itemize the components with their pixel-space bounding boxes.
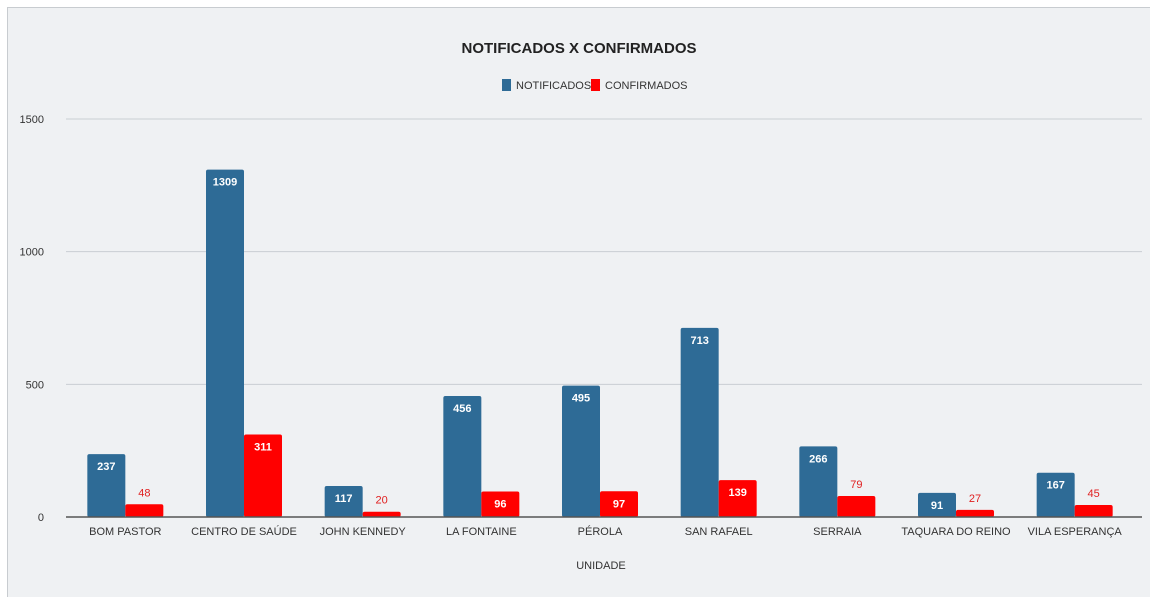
bar-confirmados — [125, 504, 164, 517]
bar-notificados — [443, 396, 482, 517]
x-tick-label: VILA ESPERANÇA — [1028, 526, 1123, 538]
bar-confirmados — [1074, 505, 1113, 517]
x-tick-label: CENTRO DE SAÚDE — [191, 525, 297, 538]
bar-notificados — [680, 327, 719, 517]
data-label: 20 — [376, 495, 388, 507]
data-label: 713 — [690, 335, 708, 347]
y-tick-label: 1500 — [20, 114, 44, 126]
data-label: 79 — [850, 479, 862, 491]
grid-lines — [66, 118, 1142, 385]
legend-swatch-2 — [591, 79, 600, 91]
x-tick-label: TAQUARA DO REINO — [901, 526, 1011, 538]
y-axis: 0 500 1000 1500 — [20, 114, 44, 524]
legend-label-2: CONFIRMADOS — [605, 80, 688, 92]
data-label: 311 — [254, 441, 272, 453]
data-label: 27 — [969, 493, 981, 505]
data-label: 1309 — [213, 177, 237, 189]
bar-confirmados — [600, 491, 638, 517]
bar-confirmados — [481, 491, 520, 517]
data-label: 456 — [453, 403, 471, 415]
bar-confirmados — [244, 434, 282, 517]
chart-panel: NOTIFICADOS X CONFIRMADOS NOTIFICADOS CON… — [7, 7, 1150, 597]
bar-confirmados — [837, 496, 876, 517]
bars: 237 48 1309 311 117 20 456 96 495 97 713 139 266 79 91… — [87, 169, 1113, 518]
x-tick-label: SERRAIA — [813, 526, 862, 538]
chart-legend: NOTIFICADOS CONFIRMADOS — [502, 79, 688, 92]
y-tick-label: 0 — [38, 512, 44, 524]
legend-swatch-1 — [502, 79, 511, 91]
y-tick-label: 1000 — [20, 247, 44, 259]
x-axis: BOM PASTOR CENTRO DE SAÚDE JOHN KENNEDY LA … — [66, 516, 1142, 538]
bar-confirmados — [956, 509, 994, 517]
x-tick-label: SAN RAFAEL — [685, 526, 753, 538]
bar-notificados — [918, 492, 956, 517]
chart-title: NOTIFICADOS X CONFIRMADOS — [462, 40, 697, 57]
data-label: 167 — [1046, 480, 1064, 492]
bar-chart: NOTIFICADOS X CONFIRMADOS NOTIFICADOS CON… — [20, 40, 1142, 572]
y-tick-label: 500 — [26, 379, 44, 391]
data-label: 48 — [138, 487, 150, 499]
x-tick-label: BOM PASTOR — [89, 526, 161, 538]
x-tick-label: PÉROLA — [578, 525, 623, 538]
x-tick-label: JOHN KENNEDY — [320, 526, 407, 538]
data-label: 237 — [97, 461, 115, 473]
data-label: 96 — [494, 499, 506, 511]
bar-notificados — [799, 446, 838, 517]
bar-notificados — [1036, 472, 1075, 517]
bar-notificados — [87, 454, 126, 517]
legend-label-1: NOTIFICADOS — [516, 80, 591, 92]
data-label: 495 — [572, 393, 590, 405]
data-label: 117 — [335, 493, 353, 505]
data-label: 139 — [728, 487, 746, 499]
data-label: 266 — [809, 453, 827, 465]
data-label: 91 — [931, 500, 943, 512]
bar-confirmados — [718, 480, 757, 517]
bar-notificados — [206, 169, 244, 518]
bar-confirmados — [362, 511, 401, 517]
bar-notificados — [562, 385, 600, 517]
data-label: 97 — [613, 498, 625, 510]
data-label: 45 — [1088, 488, 1100, 500]
x-axis-title: UNIDADE — [576, 560, 626, 572]
bar-notificados — [324, 485, 363, 517]
x-tick-label: LA FONTAINE — [446, 526, 517, 538]
